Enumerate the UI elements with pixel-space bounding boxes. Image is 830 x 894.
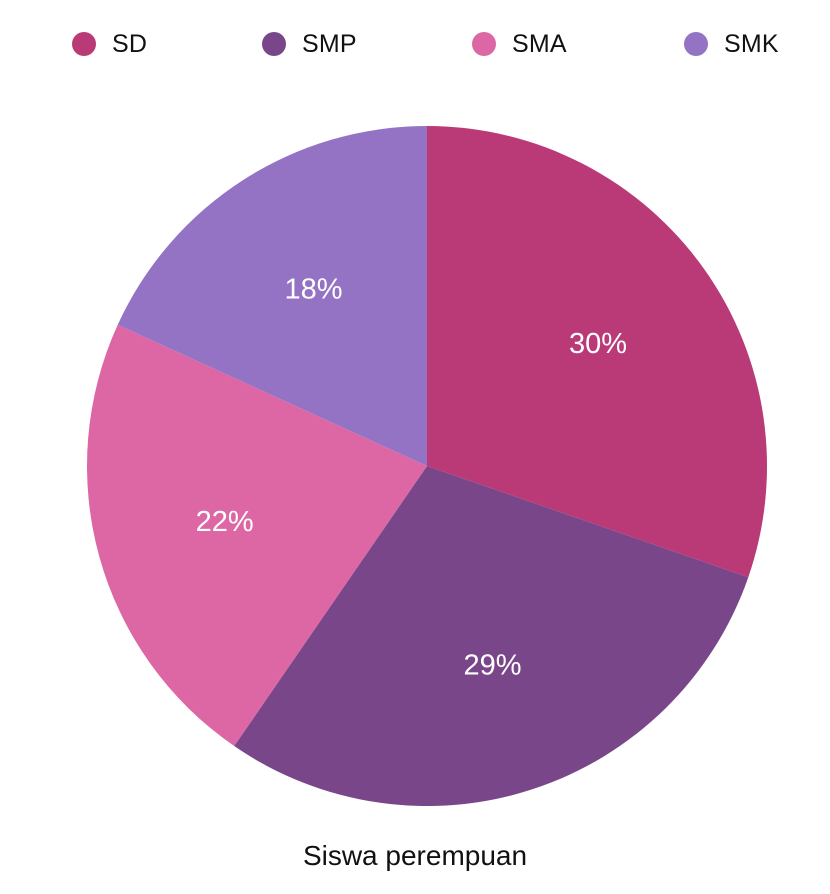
legend-swatch-smp: [262, 32, 286, 56]
chart-caption: Siswa perempuan: [302, 840, 528, 871]
chart-legend: SD SMP SMA SMK: [0, 26, 830, 62]
legend-label-sma: SMA: [512, 29, 567, 58]
pie-slice-sma: [87, 324, 427, 747]
legend-swatch-sma: [472, 32, 496, 56]
slice-label-sma: 22%: [196, 506, 254, 538]
slice-label-smp: 29%: [464, 650, 522, 682]
legend-label-smp: SMP: [302, 29, 357, 58]
pie-slice-sd: [427, 126, 767, 578]
pie-chart: 30% 29% 22% 18%: [87, 126, 767, 806]
legend-item-smp: SMP: [262, 26, 357, 62]
slice-label-smk: 18%: [284, 273, 342, 305]
legend-label-smk: SMK: [724, 29, 779, 58]
legend-item-smk: SMK: [684, 26, 779, 62]
legend-label-sd: SD: [112, 29, 148, 58]
legend-swatch-smk: [684, 32, 708, 56]
legend-item-sd: SD: [72, 26, 147, 62]
slice-label-sd: 30%: [569, 328, 627, 360]
pie-slice-smp: [234, 466, 749, 806]
legend-item-sma: SMA: [472, 26, 567, 62]
pie-slice-smk: [117, 126, 427, 466]
legend-swatch-sd: [72, 32, 96, 56]
